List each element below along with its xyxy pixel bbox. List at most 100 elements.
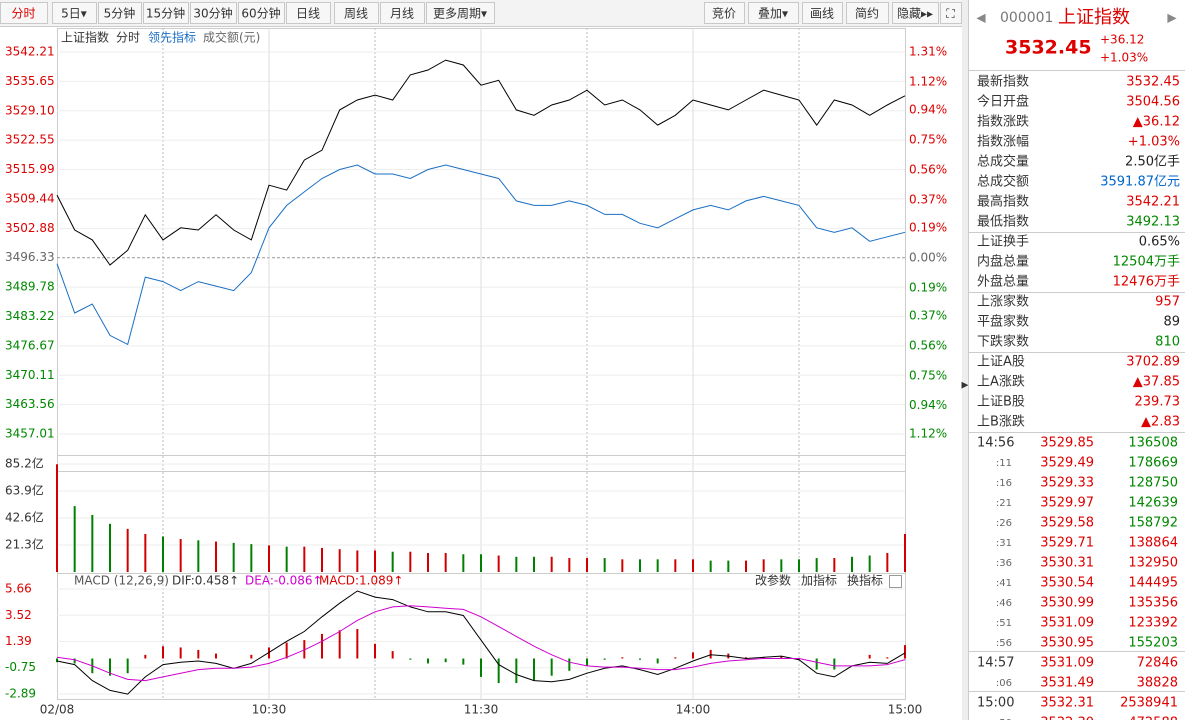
stat-label: 上A涨跌	[977, 374, 1025, 390]
tool-label[interactable]: ⛶	[945, 7, 955, 21]
macd-bar	[73, 658, 76, 664]
volume-bar	[586, 558, 588, 572]
tool-label[interactable]: 竞价	[712, 7, 736, 21]
macd-bar	[109, 658, 111, 676]
close-box[interactable]	[889, 575, 902, 588]
splitter-arrow[interactable]: ▶	[962, 381, 969, 391]
x-tick-label: 11:30	[464, 703, 499, 717]
tool-button[interactable]	[846, 2, 889, 24]
tool-button[interactable]	[940, 2, 962, 24]
tab-button[interactable]	[380, 2, 425, 24]
tab-button[interactable]	[334, 2, 379, 24]
volume-bar	[109, 523, 111, 572]
tool-label[interactable]: 简约	[855, 6, 879, 21]
volume-bar	[621, 559, 624, 572]
volume-bar	[427, 552, 429, 572]
macd-button[interactable]: 加指标	[801, 573, 837, 588]
tool-button[interactable]	[892, 2, 939, 24]
y-tick-label: 5.66	[5, 582, 32, 596]
stat-label: 总成交量	[977, 154, 1029, 170]
tab-button[interactable]	[52, 2, 97, 24]
tab-button[interactable]	[190, 2, 237, 24]
macd-dea: DEA:-0.086↑	[245, 574, 323, 588]
tool-button[interactable]	[704, 2, 745, 24]
legend-name: 领先指标	[148, 30, 196, 45]
y-tick-label: 3535.65	[5, 74, 55, 88]
tab-button[interactable]	[286, 2, 331, 24]
stat-value: 12476万手	[1113, 275, 1180, 290]
tab-button[interactable]	[143, 2, 189, 24]
tick-volume: 123392	[1128, 616, 1178, 631]
tick-price: 3530.54	[1040, 576, 1094, 591]
volume-bar	[374, 550, 376, 572]
volume-bar	[250, 544, 253, 572]
stat-value: 0.65%	[1139, 235, 1180, 250]
tab-label[interactable]: 60分钟	[241, 6, 280, 21]
volume-bar	[709, 560, 712, 572]
macd-button[interactable]: 改参数	[755, 573, 791, 588]
tool-label[interactable]: 隐藏▸▸	[897, 7, 933, 21]
macd-bar	[692, 652, 694, 659]
macd-bar	[197, 649, 200, 659]
volume-bar	[780, 559, 783, 572]
stat-label: 最高指数	[977, 194, 1029, 210]
macd-bar	[338, 630, 341, 659]
tab-label[interactable]: 月线	[390, 7, 414, 21]
tick-volume: 38828	[1137, 676, 1178, 691]
splitter[interactable]	[962, 0, 968, 720]
stat-value: 3702.89	[1126, 355, 1180, 370]
volume-bar	[162, 536, 164, 572]
tick-price: 3532.30	[1040, 716, 1094, 720]
tab-label[interactable]: 周线	[344, 7, 368, 21]
quote-change: +36.12	[1100, 33, 1144, 47]
tool-label[interactable]: 画线	[810, 7, 834, 21]
volume-bar	[745, 560, 747, 572]
tool-button[interactable]	[748, 2, 799, 24]
stat-value: 239.73	[1135, 395, 1181, 410]
tab-label[interactable]: 15分钟	[146, 6, 185, 21]
tab-button[interactable]	[0, 2, 48, 24]
y-tick-label: 1.39	[5, 634, 32, 648]
volume-bar	[215, 541, 217, 572]
tick-time: :21	[996, 498, 1012, 509]
stat-value: 2.50亿手	[1125, 155, 1180, 170]
tab-label[interactable]: 5分钟	[104, 6, 136, 21]
macd-bar	[868, 654, 871, 659]
tick-time: 14:57	[977, 656, 1014, 671]
stat-label: 总成交额	[977, 174, 1029, 190]
volume-bar	[232, 542, 235, 572]
tab-button[interactable]	[426, 2, 495, 24]
macd-bar	[780, 656, 783, 659]
tool-button[interactable]	[802, 2, 843, 24]
volume-bar	[656, 559, 659, 572]
tab-label[interactable]: 30分钟	[193, 6, 232, 21]
y-tick-label: 3483.22	[5, 309, 55, 323]
macd-bar	[409, 658, 412, 660]
tick-time: :50	[996, 718, 1012, 720]
quote-price: 3532.45	[1005, 37, 1092, 59]
stat-label: 平盘家数	[977, 314, 1029, 330]
macd-button[interactable]: 换指标	[847, 573, 883, 588]
tool-label[interactable]: 叠加▾	[758, 7, 788, 21]
y-tick-label: 3529.10	[5, 103, 55, 117]
prev-arrow[interactable]: ◀	[976, 11, 986, 25]
legend-period: 分时	[116, 31, 140, 45]
y-tick-label: 3515.99	[5, 162, 55, 176]
tab-button[interactable]	[238, 2, 285, 24]
tick-volume: 142639	[1128, 496, 1178, 511]
next-arrow[interactable]: ▶	[1167, 11, 1177, 25]
tab-label[interactable]: 5日▾	[61, 7, 87, 21]
tab-label[interactable]: 日线	[296, 7, 320, 21]
y2-tick-label: 0.37%	[909, 192, 947, 206]
volume-bar	[798, 559, 800, 572]
volume-bar	[515, 556, 518, 572]
tick-volume: 132950	[1128, 556, 1178, 571]
tab-button[interactable]	[98, 2, 142, 24]
volume-bar	[73, 506, 76, 572]
volume-bar	[886, 552, 889, 572]
tab-label[interactable]: 更多周期▾	[433, 7, 487, 21]
macd-value: MACD:1.089↑	[319, 574, 403, 588]
tab-label[interactable]: 分时	[11, 7, 35, 21]
volume-bar	[550, 556, 553, 572]
